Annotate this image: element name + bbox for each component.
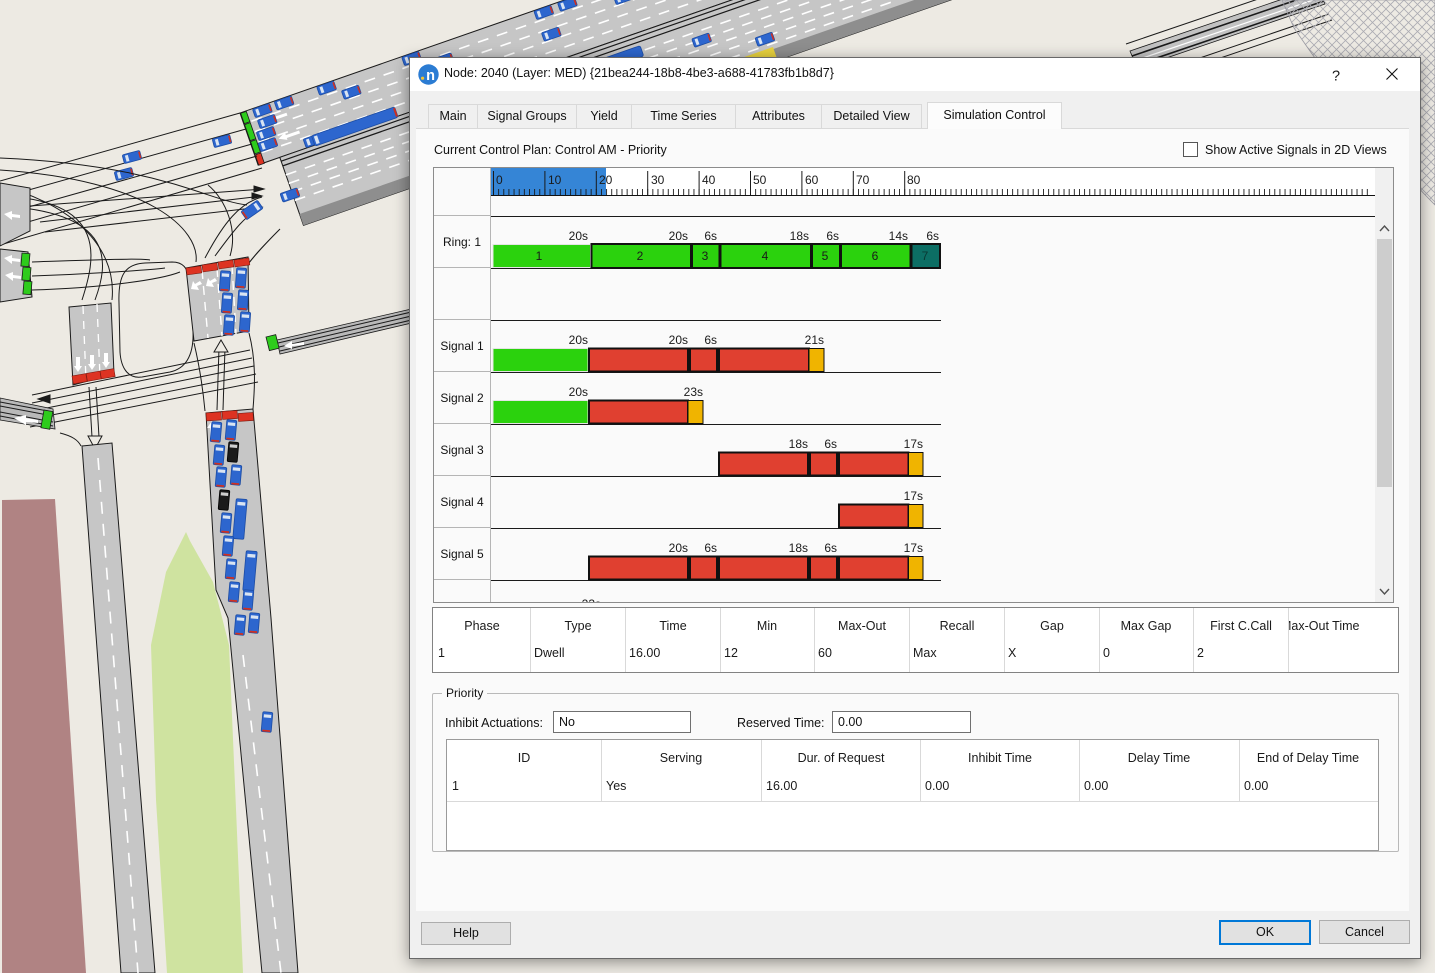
svg-text:60: 60 bbox=[818, 646, 832, 660]
svg-text:Max-Out: Max-Out bbox=[838, 619, 886, 633]
svg-text:1: 1 bbox=[452, 779, 459, 793]
svg-text:60: 60 bbox=[805, 173, 819, 187]
svg-text:50: 50 bbox=[753, 173, 767, 187]
svg-text:0.00: 0.00 bbox=[1084, 779, 1108, 793]
svg-text:Type: Type bbox=[564, 619, 591, 633]
svg-text:6: 6 bbox=[872, 249, 879, 263]
svg-text:4: 4 bbox=[762, 249, 769, 263]
svg-text:6s: 6s bbox=[826, 229, 839, 243]
svg-text:0.00: 0.00 bbox=[925, 779, 949, 793]
svg-text:16.00: 16.00 bbox=[766, 779, 797, 793]
svg-text:Yes: Yes bbox=[606, 779, 626, 793]
svg-text:Dur. of Request: Dur. of Request bbox=[798, 751, 885, 765]
svg-text:0.00: 0.00 bbox=[1244, 779, 1268, 793]
svg-text:Gap: Gap bbox=[1040, 619, 1064, 633]
svg-text:Time: Time bbox=[659, 619, 686, 633]
svg-text:7: 7 bbox=[922, 249, 929, 263]
svg-text:0: 0 bbox=[1103, 646, 1110, 660]
svg-text:17s: 17s bbox=[904, 541, 923, 555]
svg-text:40: 40 bbox=[702, 173, 716, 187]
svg-text:6s: 6s bbox=[824, 437, 837, 451]
svg-text:18s: 18s bbox=[790, 229, 809, 243]
svg-text:Serving: Serving bbox=[660, 751, 702, 765]
svg-text:20: 20 bbox=[599, 173, 613, 187]
svg-text:20s: 20s bbox=[569, 229, 588, 243]
svg-text:17s: 17s bbox=[904, 437, 923, 451]
svg-text:First C.Call: First C.Call bbox=[1210, 619, 1272, 633]
svg-text:ID: ID bbox=[518, 751, 531, 765]
svg-text:20s: 20s bbox=[569, 385, 588, 399]
svg-text:5: 5 bbox=[822, 249, 829, 263]
svg-text:6s: 6s bbox=[704, 333, 717, 347]
svg-text:17s: 17s bbox=[904, 489, 923, 503]
svg-text:20s: 20s bbox=[569, 333, 588, 347]
svg-text:30: 30 bbox=[651, 173, 665, 187]
svg-text:2: 2 bbox=[637, 249, 644, 263]
svg-text:Delay Time: Delay Time bbox=[1128, 751, 1191, 765]
svg-text:20s: 20s bbox=[669, 541, 688, 555]
svg-text:20s: 20s bbox=[669, 229, 688, 243]
svg-text:6s: 6s bbox=[704, 229, 717, 243]
svg-text:6s: 6s bbox=[824, 541, 837, 555]
svg-text:Min: Min bbox=[757, 619, 777, 633]
svg-text:21s: 21s bbox=[805, 333, 824, 347]
svg-text:6s: 6s bbox=[926, 229, 939, 243]
svg-text:20s: 20s bbox=[669, 333, 688, 347]
svg-text:16.00: 16.00 bbox=[629, 646, 660, 660]
svg-text:Phase: Phase bbox=[464, 619, 499, 633]
svg-text:1: 1 bbox=[438, 646, 445, 660]
svg-text:23s: 23s bbox=[684, 385, 703, 399]
svg-text:X: X bbox=[1008, 646, 1017, 660]
svg-text:12: 12 bbox=[724, 646, 738, 660]
svg-text:6s: 6s bbox=[704, 541, 717, 555]
svg-text:Dwell: Dwell bbox=[534, 646, 565, 660]
svg-text:Max Gap: Max Gap bbox=[1121, 619, 1172, 633]
svg-text:18s: 18s bbox=[789, 541, 808, 555]
svg-text:2: 2 bbox=[1197, 646, 1204, 660]
svg-text:10: 10 bbox=[548, 173, 562, 187]
svg-text:Recall: Recall bbox=[940, 619, 975, 633]
svg-text:14s: 14s bbox=[889, 229, 908, 243]
svg-text:Max-Out Time: Max-Out Time bbox=[1281, 619, 1360, 633]
svg-text:Max: Max bbox=[913, 646, 937, 660]
svg-text:80: 80 bbox=[907, 173, 921, 187]
svg-text:?: ? bbox=[1332, 69, 1340, 85]
svg-text:0: 0 bbox=[496, 173, 503, 187]
svg-text:18s: 18s bbox=[789, 437, 808, 451]
svg-text:3: 3 bbox=[702, 249, 709, 263]
svg-text:Inhibit Time: Inhibit Time bbox=[968, 751, 1032, 765]
svg-text:n: n bbox=[426, 68, 435, 84]
svg-text:1: 1 bbox=[536, 249, 543, 263]
svg-text:23s: 23s bbox=[582, 597, 601, 603]
svg-text:70: 70 bbox=[856, 173, 870, 187]
svg-text:End of Delay Time: End of Delay Time bbox=[1257, 751, 1359, 765]
